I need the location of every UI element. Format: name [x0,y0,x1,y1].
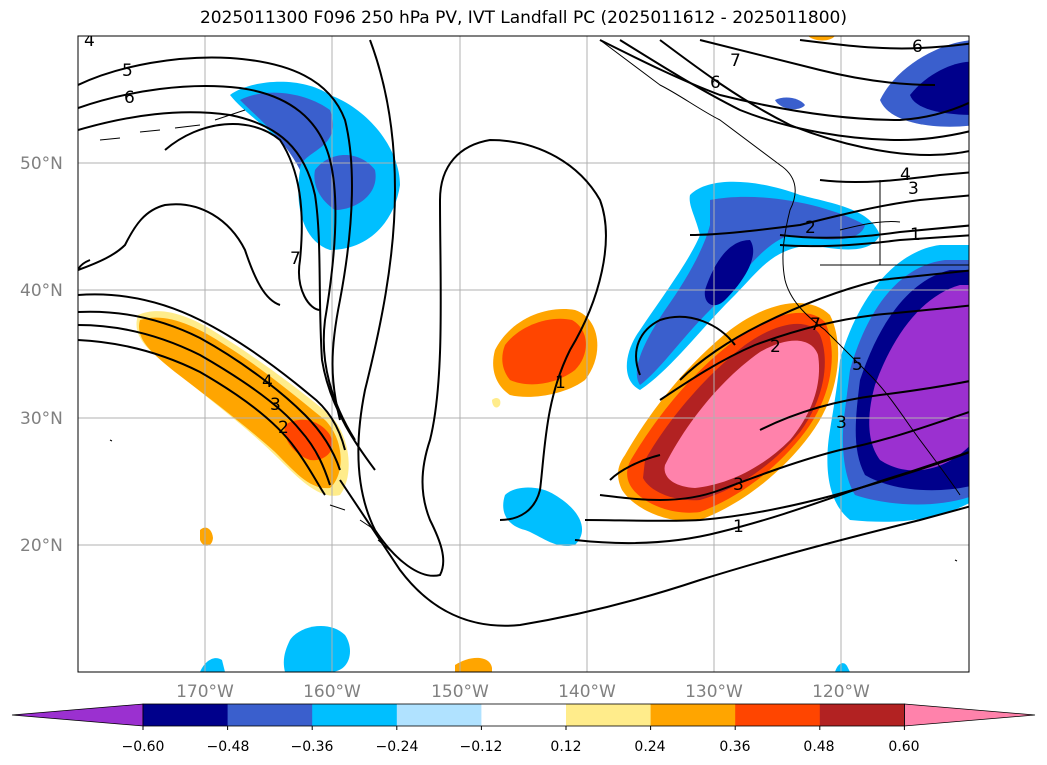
contour-label: 7 [290,249,301,269]
colorbar-segment [566,704,652,726]
lat-label-30n: 30°N [20,409,63,429]
colorbar-tick-label: −0.48 [207,739,250,755]
colorbar-segments [11,703,1036,730]
lon-label-150w: 150°W [431,682,489,702]
colorbar-segment [481,704,567,726]
contour-label: 3 [733,475,744,495]
colorbar-extend-max [904,703,1036,727]
latitude-labels: 50°N 40°N 30°N 20°N [20,154,63,556]
lon-label-170w: 170°W [176,682,234,702]
contour-label: 7 [730,51,741,71]
contour-label: 6 [124,88,135,108]
colorbar-tick-label: 0.48 [803,739,834,755]
colorbar-tick-label: −0.12 [460,739,503,755]
colorbar-segment [735,704,821,726]
colorbar-tick-label: 0.24 [634,739,665,755]
colorbar-extend-min [11,703,144,727]
colorbar-segment [312,704,398,726]
lon-label-120w: 120°W [812,682,870,702]
contour-label: 2 [805,218,816,238]
lat-label-50n: 50°N [20,154,63,174]
contour-label: 4 [84,31,95,51]
lon-label-160w: 160°W [303,682,361,702]
contour-label: 1 [733,517,744,537]
lon-label-130w: 130°W [685,682,743,702]
map-title: 2025011300 F096 250 hPa PV, IVT Landfall… [199,8,847,28]
pv-contours [78,39,969,627]
longitude-labels: 170°W 160°W 150°W 140°W 130°W 120°W [176,682,870,702]
contour-label: 5 [852,355,863,375]
colorbar-segment [396,704,482,726]
pc-shading [136,36,969,672]
contour-label: 2 [770,337,781,357]
lat-label-40n: 40°N [20,281,63,301]
contour-label: 2 [278,418,289,438]
colorbar-segment [143,704,229,726]
contour-label: 3 [836,413,847,433]
contour-label: 3 [270,395,281,415]
colorbar-tick-label: 0.12 [550,739,581,755]
contour-label: 6 [710,73,721,93]
colorbar-tick-label: −0.36 [291,739,334,755]
map-gridlines [78,36,969,672]
contour-label: 3 [908,179,919,199]
colorbar-segment [227,704,313,726]
contour-label: 4 [262,372,273,392]
contour-labels: 5 6 7 6 7 6 4 3 2 1 7 4 3 2 1 2 3 5 1 3 … [84,31,923,537]
colorbar-outline [142,703,905,727]
colorbar-segment [650,704,736,726]
contour-label: 6 [912,37,923,57]
colorbar-tick-label: −0.60 [122,739,165,755]
colorbar: −0.60 −0.48 −0.36 −0.24 −0.12 0.12 0.24 … [11,703,1036,755]
contour-label: 7 [810,315,821,335]
lat-label-20n: 20°N [20,536,63,556]
contour-label: 4 [900,165,911,185]
colorbar-ticks: −0.60 −0.48 −0.36 −0.24 −0.12 0.12 0.24 … [122,739,920,755]
colorbar-segment [819,704,905,726]
coastlines [99,39,969,562]
contour-label: 5 [122,61,133,81]
contour-label: 1 [555,373,566,393]
map-frame [77,35,970,673]
lon-label-140w: 140°W [558,682,616,702]
colorbar-tick-label: −0.24 [376,739,419,755]
colorbar-tick-label: 0.36 [719,739,750,755]
contour-label: 1 [910,225,921,245]
colorbar-tick-label: 0.60 [888,739,919,755]
